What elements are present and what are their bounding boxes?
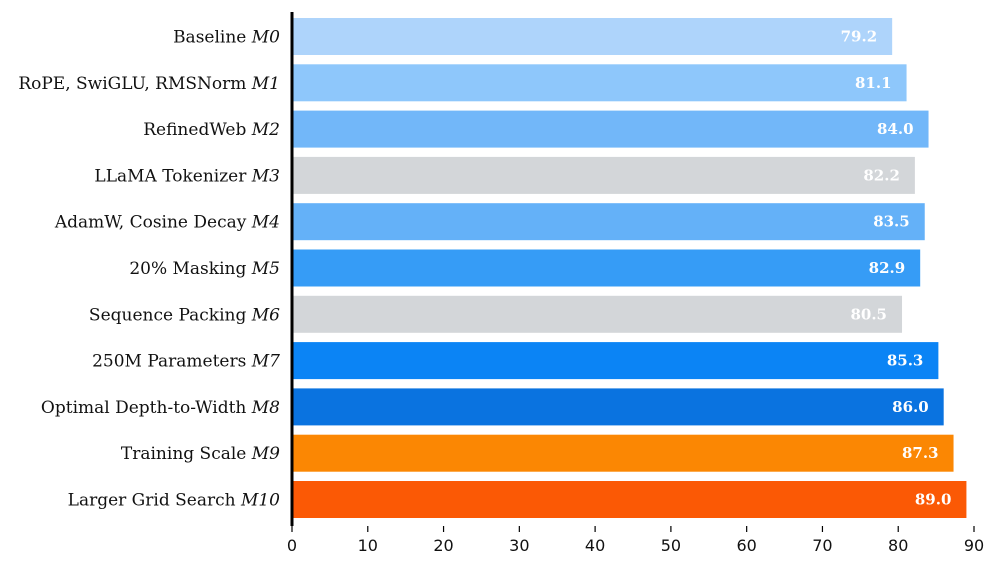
value-label-m10: 89.0 (915, 491, 952, 509)
value-label-m1: 81.1 (855, 74, 892, 92)
bars-group (292, 18, 967, 518)
value-labels-group: 79.2 81.1 84.0 82.2 83.5 82.9 80.5 85.3 86.0 87.3… (841, 28, 952, 509)
bar-m4 (292, 203, 925, 241)
x-tick-label-20: 20 (433, 536, 453, 555)
x-tick-label-60: 60 (736, 536, 756, 555)
category-label-m7: 250M Parameters M7 (92, 352, 280, 372)
value-label-m2: 84.0 (877, 120, 914, 138)
category-label-m5: 20% Masking M5 (129, 259, 280, 279)
value-label-m5: 82.9 (869, 259, 906, 277)
x-tick-label-0: 0 (287, 536, 297, 555)
value-label-m3: 82.2 (863, 166, 900, 184)
category-label-m1: RoPE, SwiGLU, RMSNorm M1 (18, 74, 280, 94)
bar-m2 (292, 110, 929, 148)
value-label-m6: 80.5 (850, 305, 887, 323)
bar-m8 (292, 388, 944, 426)
value-label-m8: 86.0 (892, 398, 929, 416)
value-label-m7: 85.3 (887, 352, 924, 370)
bar-m0 (292, 18, 893, 55)
x-tick-label-70: 70 (812, 536, 832, 555)
value-label-m4: 83.5 (873, 213, 910, 231)
bar-m5 (292, 249, 921, 287)
x-tick-label-90: 90 (964, 536, 984, 555)
x-tick-label-80: 80 (888, 536, 908, 555)
category-label-m6: Sequence Packing M6 (89, 305, 280, 325)
x-tick-label-40: 40 (585, 536, 605, 555)
value-label-m9: 87.3 (902, 444, 939, 462)
value-label-m0: 79.2 (841, 28, 878, 46)
bar-m10 (292, 481, 967, 518)
x-tick-label-10: 10 (358, 536, 378, 555)
bar-m1 (292, 64, 907, 102)
bar-m7 (292, 342, 939, 380)
x-tick-label-30: 30 (509, 536, 529, 555)
category-label-m9: Training Scale M9 (121, 444, 280, 464)
bar-m6 (292, 295, 903, 333)
category-label-m2: RefinedWeb M2 (143, 120, 280, 140)
bar-m9 (292, 434, 954, 472)
bar-m3 (292, 156, 915, 194)
category-label-m3: LLaMA Tokenizer M3 (94, 166, 280, 186)
category-label-m10: Larger Grid Search M10 (68, 491, 281, 511)
x-axis: 0 10 20 30 40 50 60 70 80 90 (287, 526, 984, 555)
x-tick-label-50: 50 (661, 536, 681, 555)
category-label-m0: Baseline M0 (173, 28, 280, 48)
category-label-m4: AdamW, Cosine Decay M4 (54, 213, 280, 233)
category-labels-group: Baseline M0 RoPE, SwiGLU, RMSNorm M1 Refin… (18, 28, 280, 511)
category-label-m8: Optimal Depth-to-Width M8 (41, 398, 280, 418)
